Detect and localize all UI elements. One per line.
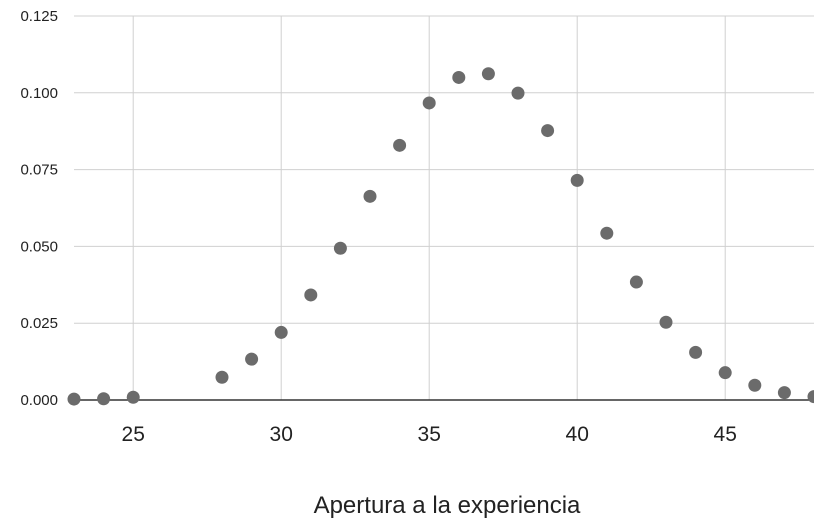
grid-lines [74, 15, 814, 400]
y-tick-label: 0.000 [20, 392, 58, 409]
y-tick-label: 0.050 [20, 238, 58, 255]
data-point [245, 352, 259, 366]
data-point [570, 173, 584, 187]
x-tick-label: 35 [418, 423, 441, 446]
data-point [422, 96, 436, 110]
data-point [363, 189, 377, 203]
data-point [274, 325, 288, 339]
y-axis-tick-labels: 0.000 0.025 0.050 0.075 0.100 0.125 [20, 8, 58, 409]
data-point [659, 315, 673, 329]
y-tick-label: 0.075 [20, 162, 58, 179]
data-point [452, 70, 466, 84]
data-point [629, 275, 643, 289]
y-tick-label: 0.125 [20, 8, 58, 25]
data-point [748, 378, 762, 392]
data-point [807, 390, 814, 404]
data-point [689, 345, 703, 359]
data-point [600, 226, 614, 240]
data-point [304, 288, 318, 302]
data-point [718, 366, 732, 380]
x-tick-label: 25 [122, 423, 145, 446]
data-point [393, 138, 407, 152]
data-point [333, 241, 347, 255]
x-tick-label: 45 [714, 423, 737, 446]
data-point [777, 386, 791, 400]
x-tick-label: 40 [566, 423, 589, 446]
y-tick-label: 0.025 [20, 315, 58, 332]
data-point [97, 392, 111, 406]
data-point [481, 67, 495, 81]
data-points [67, 67, 814, 406]
x-axis-tick-labels: 25 30 35 40 45 [122, 423, 737, 446]
data-point [126, 390, 140, 404]
y-tick-label: 0.100 [20, 85, 58, 102]
data-point [67, 392, 81, 406]
x-tick-label: 30 [270, 423, 293, 446]
data-point [215, 370, 229, 384]
data-point [511, 86, 525, 100]
data-point [541, 124, 555, 138]
x-axis-label: Apertura a la experiencia [314, 492, 581, 519]
